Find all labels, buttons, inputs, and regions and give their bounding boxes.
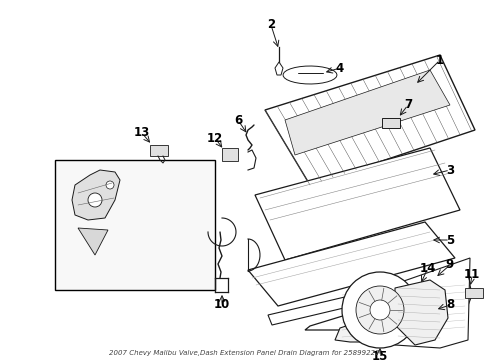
Circle shape [369, 300, 389, 320]
Text: 10: 10 [213, 298, 230, 311]
Circle shape [106, 181, 114, 189]
Polygon shape [334, 285, 471, 342]
Polygon shape [254, 148, 459, 260]
Polygon shape [283, 66, 336, 84]
Bar [381, 118, 399, 128]
Text: 7: 7 [403, 99, 411, 112]
Polygon shape [78, 228, 108, 255]
Polygon shape [274, 62, 283, 75]
Polygon shape [264, 55, 474, 185]
Bar [464, 288, 482, 298]
Bar [150, 145, 168, 156]
Polygon shape [72, 170, 120, 220]
Polygon shape [285, 70, 449, 155]
Circle shape [355, 286, 403, 334]
Text: 2007 Chevy Malibu Valve,Dash Extension Panel Drain Diagram for 25899227: 2007 Chevy Malibu Valve,Dash Extension P… [108, 350, 379, 356]
Text: 13: 13 [134, 126, 150, 139]
Circle shape [88, 193, 102, 207]
Text: 11: 11 [463, 269, 479, 282]
Polygon shape [305, 280, 461, 340]
Text: 4: 4 [335, 62, 344, 75]
Bar [55, 160, 215, 290]
Text: 3: 3 [445, 163, 453, 176]
Text: 14: 14 [419, 261, 435, 274]
Text: 2: 2 [266, 18, 274, 31]
Polygon shape [247, 222, 454, 306]
Bar [222, 148, 238, 161]
Text: 15: 15 [371, 350, 387, 360]
Polygon shape [267, 270, 461, 325]
Text: 6: 6 [233, 113, 242, 126]
Polygon shape [394, 280, 447, 345]
Text: 5: 5 [445, 234, 453, 247]
Circle shape [341, 272, 417, 348]
Text: 1: 1 [435, 54, 443, 67]
Text: 8: 8 [445, 298, 453, 311]
Text: 12: 12 [206, 131, 223, 144]
Polygon shape [354, 258, 469, 348]
Text: 9: 9 [445, 258, 453, 271]
